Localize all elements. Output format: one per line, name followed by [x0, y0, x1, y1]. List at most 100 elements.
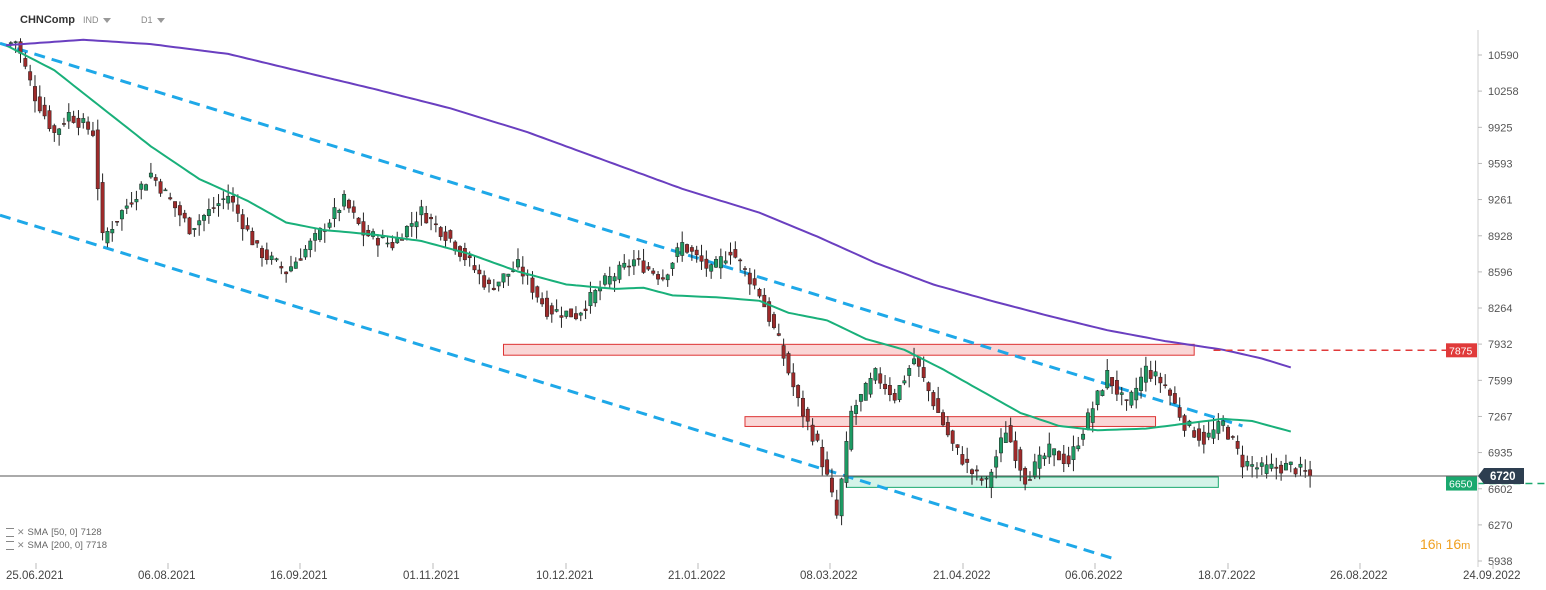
legend-item-sma50[interactable]: ✕ SMA [50, 0] 7128	[6, 526, 107, 539]
candle-down	[825, 459, 830, 475]
level-label: 6650	[1449, 479, 1473, 491]
candle-down	[776, 333, 781, 336]
candle-up	[1042, 455, 1047, 460]
trendline	[0, 213, 1118, 562]
candle-down	[1274, 466, 1279, 469]
candle-up	[593, 290, 598, 304]
close-icon[interactable]: ✕	[17, 527, 25, 537]
legend-params: [50, 0]	[51, 527, 78, 538]
timeframe-dropdown[interactable]: D1	[141, 15, 166, 25]
candle-down	[52, 125, 57, 133]
candle-down	[810, 424, 815, 442]
candle-down	[182, 212, 187, 219]
y-tick-label: 8928	[1488, 231, 1512, 243]
candle-down	[950, 430, 955, 444]
candle-down	[728, 251, 733, 256]
candle-down	[772, 314, 776, 328]
countdown-minutes: 16	[1445, 536, 1462, 552]
candle-up	[337, 210, 342, 213]
candle-down	[429, 217, 433, 220]
x-tick-label: 25.06.2021	[6, 570, 64, 582]
candle-up	[1143, 365, 1148, 383]
candle-up	[274, 258, 279, 261]
candle-down	[805, 408, 810, 422]
candle-down	[1018, 449, 1023, 471]
candle-up	[1245, 461, 1250, 467]
candle-down	[76, 117, 81, 128]
candle-down	[781, 345, 786, 359]
resistance-zone	[744, 416, 1157, 427]
candle-up	[588, 292, 593, 307]
candle-up	[1052, 448, 1057, 456]
candle-down	[487, 279, 491, 285]
candle-up	[1139, 376, 1143, 391]
candle-down	[815, 433, 820, 441]
candle-up	[1250, 464, 1255, 467]
candle-down	[1028, 479, 1032, 481]
x-tick-label: 08.03.2022	[800, 570, 858, 582]
candle-down	[1013, 440, 1018, 461]
candle-up	[66, 112, 71, 122]
candle-down	[361, 221, 366, 236]
candle-up	[902, 380, 907, 384]
candle-down	[955, 444, 960, 448]
candle-up	[206, 209, 211, 216]
settings-icon[interactable]	[6, 541, 14, 550]
candle-down	[472, 265, 477, 271]
candle-down	[1008, 425, 1013, 443]
candle-down	[1061, 453, 1066, 464]
candle-down	[965, 458, 970, 463]
candle-down	[559, 315, 564, 318]
candle-down	[375, 238, 380, 246]
candle-down	[71, 115, 76, 123]
candle-up	[1100, 390, 1105, 396]
candle-up	[342, 193, 347, 207]
candle-down	[168, 197, 173, 200]
candle-up	[1259, 462, 1264, 467]
settings-icon[interactable]	[6, 528, 14, 537]
candle-down	[1114, 380, 1119, 395]
candle-up	[501, 273, 506, 283]
candle-up	[163, 189, 168, 192]
candle-down	[211, 207, 216, 209]
candle-down	[945, 422, 950, 436]
level-label: 7875	[1449, 345, 1473, 357]
candle-down	[887, 385, 892, 396]
y-tick-label: 10590	[1488, 50, 1519, 62]
candle-up	[1269, 463, 1274, 469]
candle-up	[496, 281, 501, 287]
candle-down	[936, 398, 941, 413]
candle-down	[491, 287, 496, 291]
candle-down	[801, 397, 805, 417]
instrument-type-dropdown[interactable]: IND	[83, 15, 112, 25]
candle-down	[1066, 455, 1071, 465]
candle-up	[197, 220, 202, 226]
candle-down	[530, 277, 535, 293]
candle-down	[1240, 454, 1245, 468]
candle-down	[540, 298, 545, 305]
legend-label: SMA	[27, 540, 49, 551]
legend-item-sma200[interactable]: ✕ SMA [200, 0] 7718	[6, 539, 107, 552]
candle-down	[231, 196, 235, 203]
candle-up	[293, 261, 298, 269]
candle-down	[1148, 370, 1153, 379]
legend-value: 7128	[80, 527, 102, 538]
candle-down	[23, 58, 28, 67]
candle-down	[462, 248, 467, 261]
candle-down	[95, 129, 100, 190]
candle-down	[583, 308, 588, 311]
close-icon[interactable]: ✕	[17, 540, 25, 550]
resistance-zone	[502, 343, 1195, 356]
candle-up	[1095, 390, 1100, 406]
candle-up	[602, 275, 607, 285]
y-axis: 10590 10258 9925 9593 9261 8928 8596 8264 7932 75…	[1446, 30, 1524, 568]
candle-down	[545, 297, 549, 317]
candle-down	[240, 214, 245, 230]
candle-down	[37, 96, 42, 112]
candle-up	[1076, 445, 1081, 450]
candle-down	[651, 270, 656, 274]
candle-down	[738, 259, 743, 262]
candle-up	[1032, 461, 1037, 477]
candle-up	[1085, 412, 1090, 430]
